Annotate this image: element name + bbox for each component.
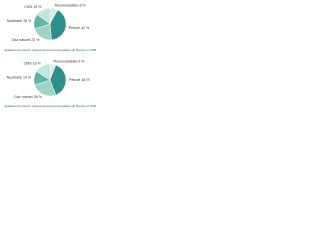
category-label: Gaz naturel: [14, 95, 33, 99]
value-label: 38 %: [81, 78, 90, 82]
slice-label: Nucléaire 15 %: [7, 19, 32, 23]
category-label: Nucléaire: [7, 19, 22, 23]
value-label: 14 %: [23, 76, 32, 80]
category-label: Gaz naturel: [12, 38, 31, 42]
pie-slice: [49, 9, 67, 41]
pie-slice: [36, 7, 51, 25]
chart: Renouvelables 8 % Pétrole 41 % Gaz naturel…: [4, 4, 96, 108]
slice-label: Nucléaire 14 %: [7, 76, 32, 80]
category-label: Pétrole: [69, 26, 80, 30]
value-label: 15 %: [33, 5, 42, 9]
category-label: Renouvelables: [54, 59, 78, 63]
chart-caption: répartition des sources d'approvisionnem…: [4, 48, 96, 52]
value-label: 22 %: [31, 38, 40, 42]
slice-label: CMS 15 %: [24, 5, 42, 9]
slice-label: Gaz naturel 22 %: [12, 38, 41, 42]
value-label: 6 %: [78, 59, 85, 63]
slice-label: Gaz naturel 26 %: [14, 95, 43, 99]
value-label: 16 %: [33, 61, 42, 65]
slice-label: Renouvelables 6 %: [54, 59, 86, 63]
pie-slice: [49, 64, 67, 96]
slice-label: Pétrole 38 %: [69, 78, 90, 82]
category-label: Pétrole: [69, 78, 80, 82]
slice-label: Pétrole 41 %: [69, 26, 90, 30]
category-label: Nucléaire: [7, 76, 22, 80]
slice-label: CMS 16 %: [24, 61, 42, 65]
value-label: 8 %: [79, 4, 86, 8]
category-label: CMS: [24, 61, 33, 65]
pie-slice: [36, 63, 51, 81]
category-label: Renouvelables: [55, 4, 79, 8]
value-label: 15 %: [23, 19, 32, 23]
value-label: 41 %: [81, 26, 90, 30]
chart-caption: répartition des sources d'approvisionnem…: [4, 104, 96, 108]
value-label: 26 %: [34, 95, 43, 99]
slice-label: Renouvelables 8 %: [55, 4, 87, 8]
category-label: CMS: [24, 5, 33, 9]
